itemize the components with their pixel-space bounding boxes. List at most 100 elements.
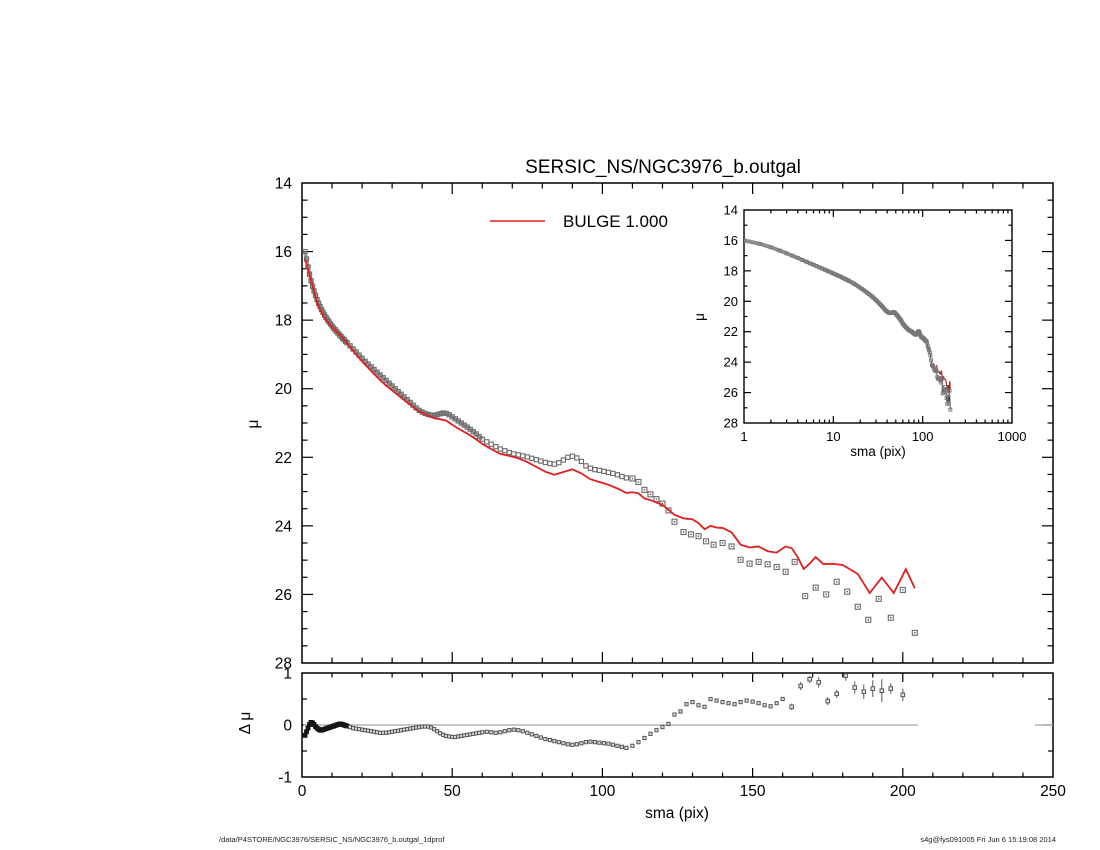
inset-y-tick-label: 24 (724, 355, 738, 370)
profile-marker-dot (655, 498, 658, 500)
residual-marker (708, 696, 713, 702)
profile-marker (542, 459, 548, 466)
residual-marker (630, 743, 635, 748)
footer-file-path: /data/P4STORE/NGC3976/SERSIC_NS/NGC3976_… (219, 835, 445, 844)
profile-marker (773, 563, 780, 571)
residual-y-tick-label: 0 (283, 718, 292, 735)
profile-marker (377, 372, 383, 378)
residual-marker (619, 744, 625, 749)
residual-marker (720, 700, 725, 705)
profile-marker (368, 364, 374, 370)
profile-marker (574, 455, 580, 461)
residual-marker (660, 724, 665, 730)
inset-profile-marker (744, 238, 746, 243)
residual-y-axis-title: Δ μ (237, 712, 254, 735)
profile-marker-dot (857, 606, 859, 608)
profile-marker (502, 448, 508, 454)
residual-marker (870, 686, 876, 691)
residual-x-tick-label: 0 (298, 783, 307, 800)
inset-profile-marker (947, 388, 952, 393)
profile-marker (443, 410, 449, 417)
residual-marker (726, 701, 731, 706)
profile-marker-dot (697, 535, 700, 537)
inset-profile-marker (829, 270, 834, 275)
profile-band (303, 251, 484, 441)
profile-marker (440, 410, 446, 416)
residual-marker (798, 683, 803, 689)
residual-y-tick-label: 1 (283, 666, 292, 683)
residual-marker (816, 680, 821, 685)
residual-x-tick-label: 200 (890, 783, 916, 800)
inset-x-tick-label: 1000 (998, 429, 1027, 444)
residual-marker (672, 712, 677, 717)
profile-marker-dot (825, 593, 827, 596)
profile-marker-dot (705, 540, 707, 542)
inset-profile-marker (800, 257, 805, 262)
inset-series-layer (744, 238, 953, 412)
profile-marker (619, 473, 625, 480)
residual-x-axis-title: sma (pix) (645, 805, 709, 822)
main-y-tick-label: 22 (275, 450, 292, 467)
inset-x-tick-label: 10 (826, 429, 840, 444)
inset-profile-marker (784, 251, 789, 256)
profile-marker (383, 377, 389, 384)
profile-marker (578, 458, 585, 465)
bulge-model-line (304, 258, 916, 595)
main-y-tick-label: 28 (275, 656, 292, 673)
inset-profile-marker (929, 358, 933, 363)
inset-profile-marker (946, 392, 950, 397)
residual-marker (502, 729, 507, 734)
inset-profile-marker (944, 396, 949, 400)
residual-marker (750, 699, 755, 704)
residual-marker (592, 740, 597, 745)
profile-marker-dot (784, 571, 787, 573)
profile-marker (665, 507, 672, 514)
residual-marker (843, 673, 849, 678)
residual-marker (756, 701, 761, 706)
inset-profile-marker (931, 364, 936, 369)
residual-marker (574, 742, 579, 747)
residual-marker (610, 742, 616, 747)
profile-marker-dot (878, 598, 880, 600)
residual-marker (807, 676, 812, 682)
legend-bulge-label: BULGE 1.000 (563, 212, 668, 231)
residual-marker (678, 709, 683, 714)
inset-y-tick-label: 14 (724, 203, 738, 218)
profile-marker (782, 568, 789, 575)
profile-marker (395, 388, 401, 395)
profile-marker (583, 463, 589, 469)
profile-marker (339, 335, 346, 341)
residual-marker (690, 700, 695, 705)
residual-marker (534, 733, 539, 739)
inset-profile-marker (795, 255, 800, 260)
residual-marker (583, 740, 588, 745)
profile-marker-dot (890, 617, 892, 619)
residual-marker (538, 735, 543, 740)
inset-profile-marker (934, 369, 939, 374)
residual-x-tick-label: 150 (740, 783, 766, 800)
residual-marker (636, 740, 641, 745)
residual-marker (579, 741, 584, 746)
profile-marker (533, 457, 539, 463)
profile-marker (392, 386, 398, 392)
profile-marker (728, 543, 735, 550)
profile-marker (389, 383, 395, 389)
profile-marker (647, 491, 654, 498)
profile-marker (342, 338, 349, 345)
profile-marker (547, 460, 553, 467)
residual-marker (552, 739, 557, 744)
inset-profile-marker (777, 248, 782, 253)
residual-marker (556, 740, 561, 745)
inset-y-tick-label: 22 (724, 324, 738, 339)
profile-marker (623, 475, 630, 481)
inset-profile-marker (804, 259, 809, 264)
profile-marker (473, 431, 479, 437)
residual-y-tick-label: -1 (278, 770, 292, 787)
profile-marker (865, 616, 872, 623)
inset-x-tick-label: 1 (740, 429, 747, 444)
profile-marker (380, 375, 386, 381)
inset-y-tick-label: 28 (724, 416, 738, 431)
inset-profile-marker (946, 400, 951, 405)
residual-marker (852, 685, 858, 690)
residual-x-tick-label: 50 (444, 783, 462, 800)
